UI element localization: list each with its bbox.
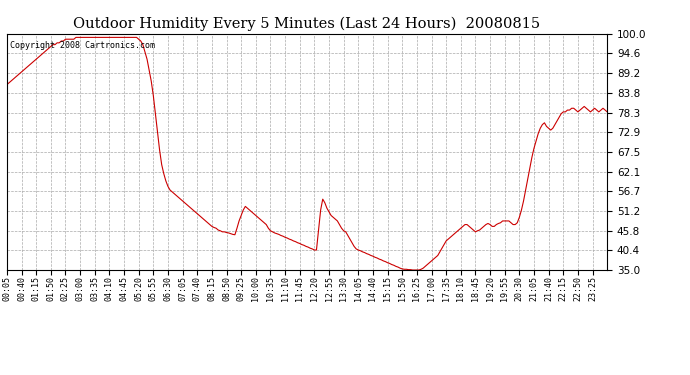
- Text: Copyright 2008 Cartronics.com: Copyright 2008 Cartronics.com: [10, 41, 155, 50]
- Title: Outdoor Humidity Every 5 Minutes (Last 24 Hours)  20080815: Outdoor Humidity Every 5 Minutes (Last 2…: [74, 17, 540, 31]
